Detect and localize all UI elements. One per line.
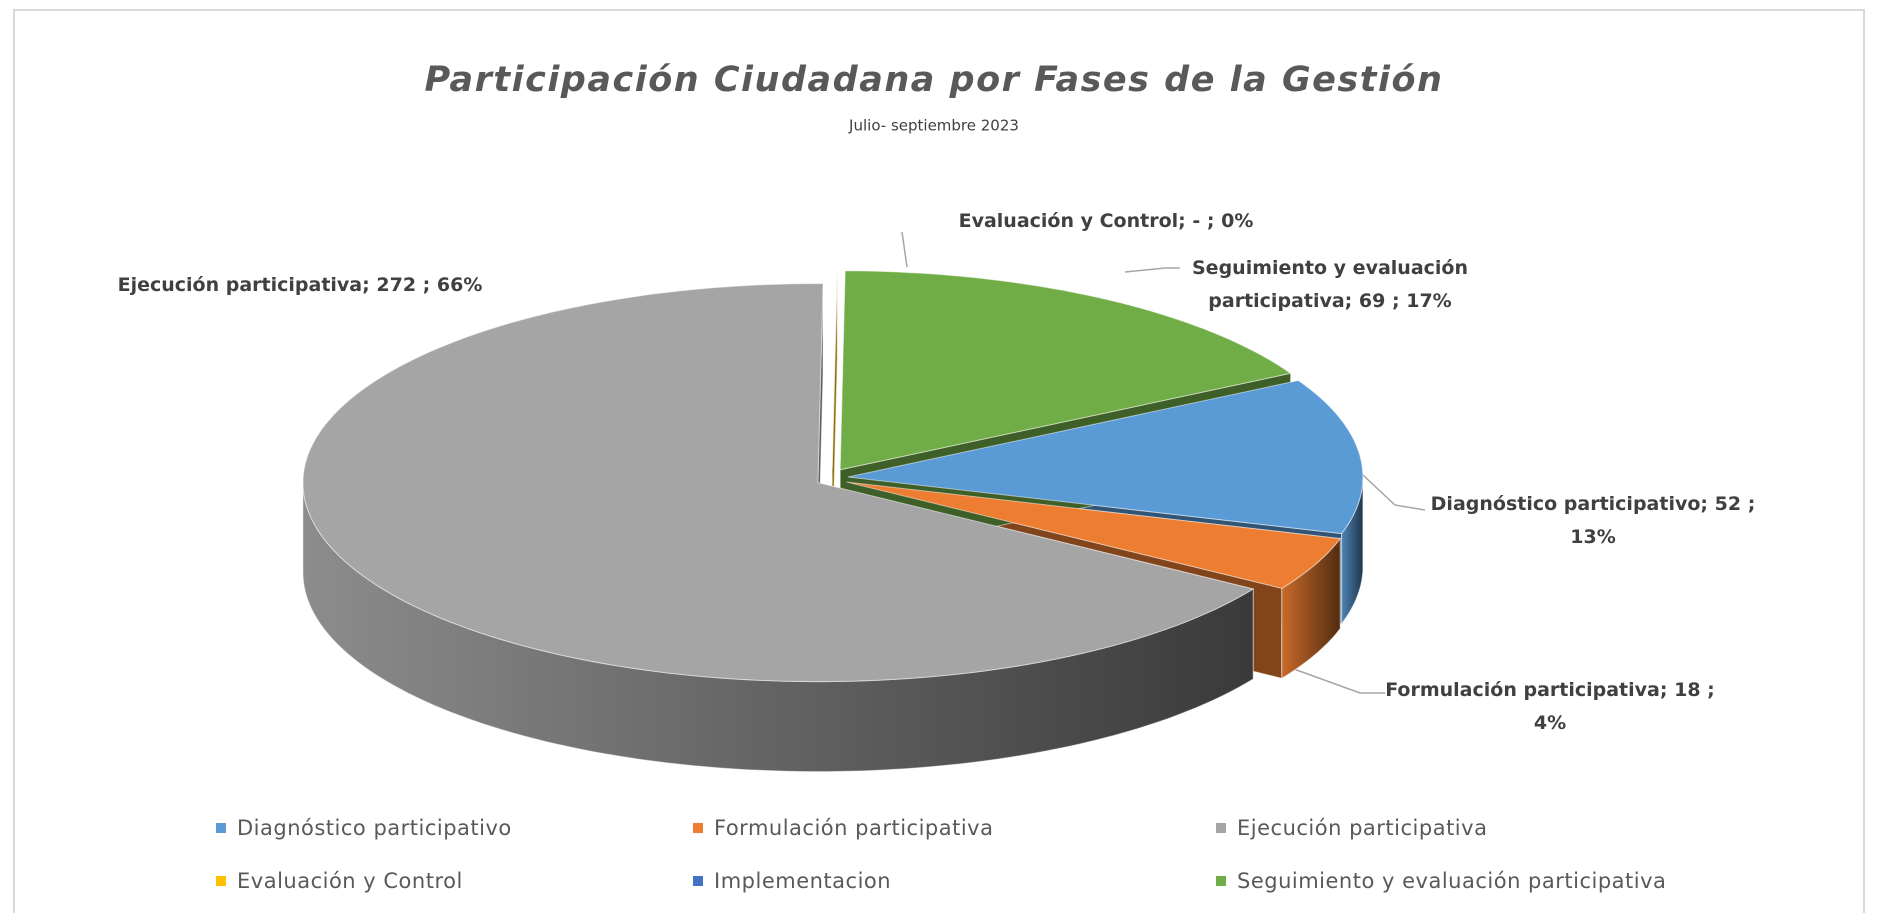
chart-subtitle: Julio- septiembre 2023 [848, 117, 1019, 135]
label-separator: ; [1707, 679, 1715, 701]
label-separator: ; [1178, 210, 1186, 232]
label-percent: 66% [436, 274, 483, 296]
label-percent: 17% [1406, 290, 1452, 312]
chart-title: Participación Ciudadana por Fases de la … [425, 60, 1444, 100]
legend-label: Implementacion [714, 869, 891, 893]
label-separator: ; [1747, 493, 1756, 515]
legend-label: Formulación participativa [714, 816, 993, 840]
legend-marker [693, 876, 703, 886]
legend-marker [216, 876, 226, 886]
label-percent: 0% [1221, 210, 1254, 232]
leader-line [1124, 267, 1180, 273]
label-percent: 4% [1533, 712, 1567, 734]
data-label: Evaluación y Control; - ; 0% [896, 205, 1316, 238]
chart-border [13, 9, 1865, 913]
legend-label: Diagnóstico participativo [237, 816, 512, 840]
legend: Diagnóstico participativo Formulación par… [216, 816, 1666, 893]
label-value: - [1192, 210, 1201, 232]
legend-label: Ejecución participativa [1237, 816, 1487, 840]
label-category: Ejecución participativa [117, 274, 363, 296]
label-separator: ; [422, 274, 431, 296]
label-separator: ; [1700, 493, 1709, 515]
label-separator: ; [362, 274, 370, 296]
label-separator: ; [1391, 290, 1400, 312]
label-value: 272 [376, 274, 417, 296]
pie-slice-top [839, 270, 1292, 471]
label-separator: ; [1659, 679, 1668, 701]
pie-slice-top [302, 283, 1255, 683]
label-value: 18 [1674, 679, 1701, 701]
label-value: 52 [1714, 493, 1742, 515]
legend-marker [1216, 823, 1226, 833]
legend-marker [1216, 876, 1226, 886]
label-category: Seguimiento y evaluación participativa [1192, 257, 1468, 312]
label-value: 69 [1358, 290, 1386, 312]
label-separator: ; [1344, 290, 1353, 312]
pie-slice-top [847, 379, 1364, 535]
data-label: Ejecución participativa; 272 ; 66% [110, 269, 490, 302]
data-label: Seguimiento y evaluación participativa; … [1165, 252, 1495, 318]
legend-marker [216, 823, 226, 833]
leader-lines [901, 231, 1426, 694]
pie [302, 269, 1364, 773]
label-percent: 13% [1570, 526, 1616, 548]
label-category: Evaluación y Control [958, 210, 1179, 232]
pie-slice-top [846, 481, 1342, 589]
leader-line [1279, 663, 1385, 694]
label-category: Formulación participativa [1385, 679, 1660, 701]
label-separator: ; [1206, 210, 1215, 232]
legend-marker [693, 823, 703, 833]
pie-slice-top [831, 269, 838, 469]
data-label: Diagnóstico participativo; 52 ; 13% [1418, 488, 1768, 554]
leader-line [1348, 461, 1426, 511]
data-label: Formulación participativa; 18 ; 4% [1376, 674, 1724, 740]
legend-label: Evaluación y Control [237, 869, 463, 893]
leader-line [901, 231, 908, 268]
legend-label: Seguimiento y evaluación participativa [1237, 869, 1666, 893]
label-category: Diagnóstico participativo [1430, 493, 1701, 515]
